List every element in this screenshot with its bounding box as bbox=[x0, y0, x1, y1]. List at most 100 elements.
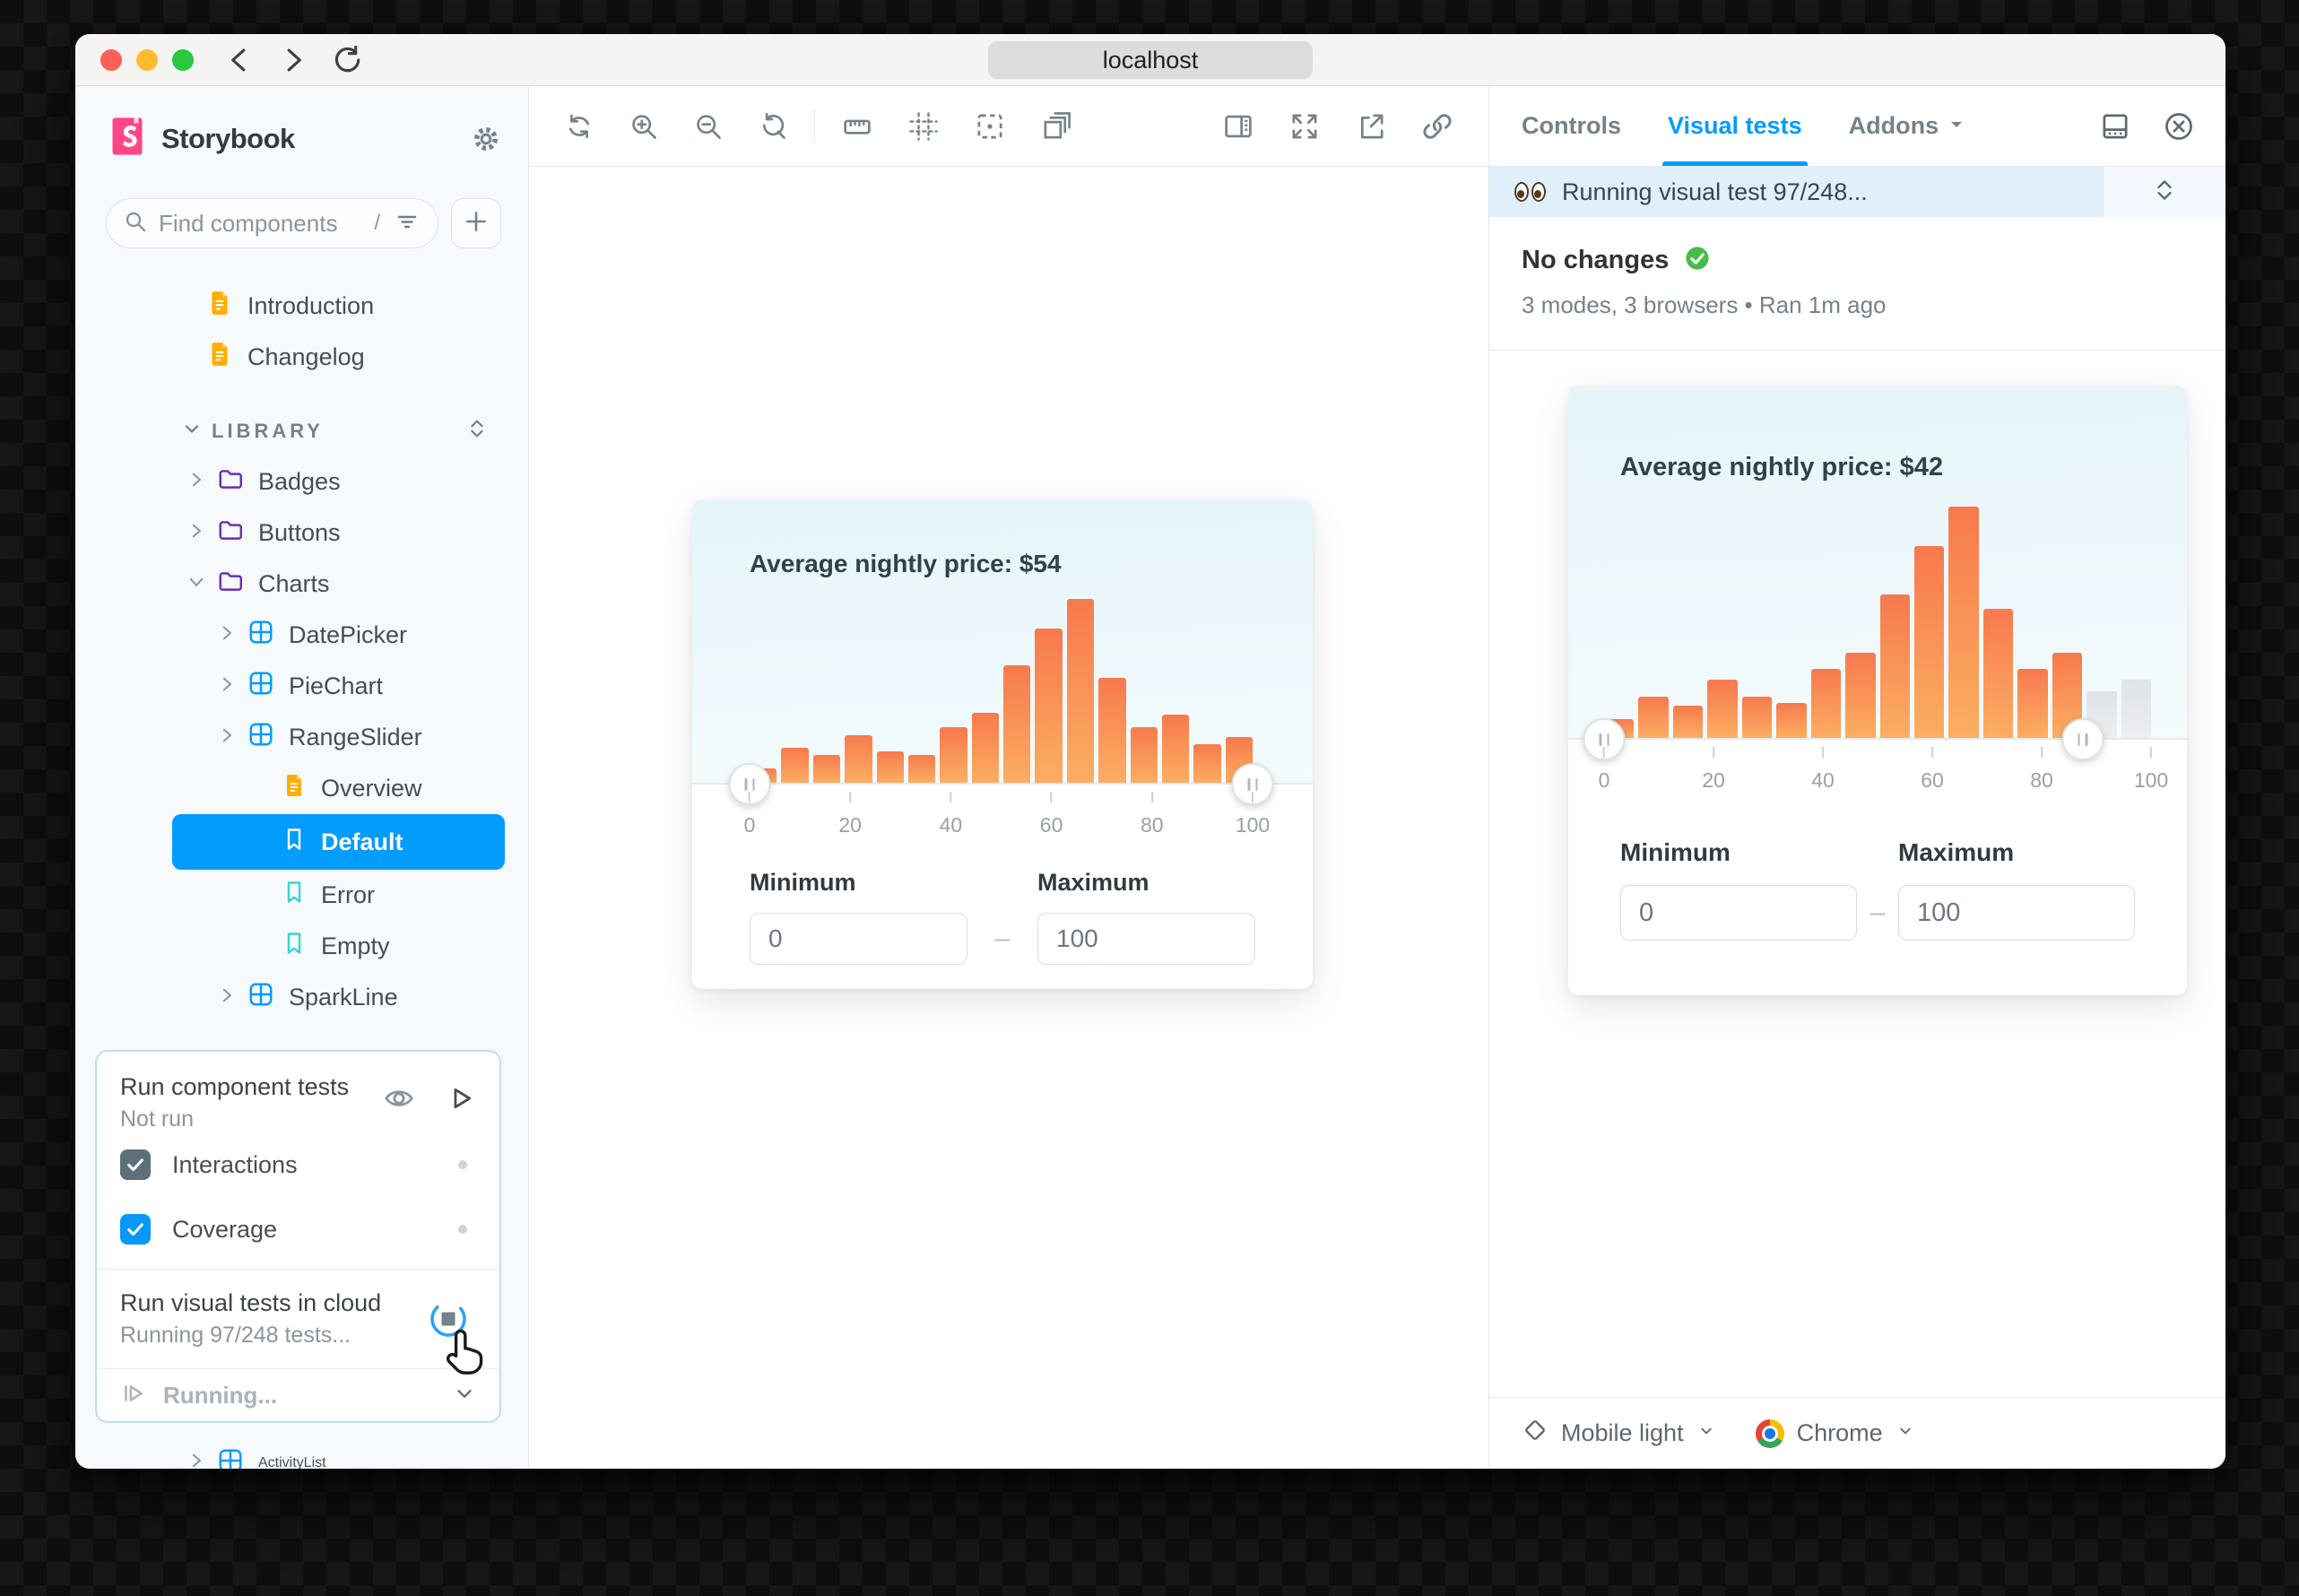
interactions-checkbox[interactable] bbox=[120, 1149, 151, 1180]
component-icon bbox=[247, 721, 274, 754]
histogram-bar bbox=[1066, 599, 1095, 783]
maximum-input[interactable]: 100 bbox=[1898, 885, 2135, 941]
sidebar-item-introduction[interactable]: Introduction bbox=[75, 281, 528, 332]
copy-link-icon[interactable] bbox=[1422, 111, 1453, 142]
zoom-out-icon[interactable] bbox=[694, 112, 723, 141]
panel-position-icon[interactable] bbox=[2100, 111, 2130, 142]
sidebar-item-datepicker[interactable]: DatePicker bbox=[75, 610, 528, 661]
sidebar-item-rangeslider[interactable]: RangeSlider bbox=[75, 712, 528, 763]
collapse-all-icon[interactable] bbox=[465, 415, 528, 448]
sidebar-item-label: PieChart bbox=[289, 672, 384, 699]
sidebar-item-sparkline[interactable]: SparkLine bbox=[75, 972, 528, 1023]
axis-tick: 20 bbox=[838, 792, 862, 837]
browser-label: Chrome bbox=[1796, 1419, 1883, 1446]
histogram-bar bbox=[1845, 653, 1876, 738]
histogram-bar bbox=[1879, 594, 1910, 738]
sidebar-toggle-icon[interactable] bbox=[1223, 111, 1254, 142]
forward-icon[interactable] bbox=[278, 45, 308, 75]
chart-title: Average nightly price: $54 bbox=[750, 550, 1062, 577]
tab-controls[interactable]: Controls bbox=[1522, 112, 1621, 139]
storybook-logo-icon bbox=[108, 117, 147, 160]
tab-addons[interactable]: Addons bbox=[1849, 86, 1966, 166]
test-progress-row[interactable]: Running... bbox=[97, 1369, 499, 1421]
test-selector[interactable] bbox=[2103, 167, 2225, 217]
sidebar-item-badges[interactable]: Badges bbox=[75, 456, 528, 507]
chevron-right-icon bbox=[187, 519, 206, 547]
fullscreen-icon[interactable] bbox=[1289, 111, 1320, 142]
chevron-down-icon bbox=[187, 570, 206, 598]
sidebar-item-label: Error bbox=[321, 881, 375, 908]
reload-icon[interactable] bbox=[332, 45, 362, 75]
url-bar[interactable]: localhost bbox=[988, 41, 1313, 79]
traffic-lights bbox=[100, 48, 194, 71]
gear-icon[interactable] bbox=[471, 124, 501, 154]
sidebar-item-default-selected[interactable]: Default bbox=[172, 814, 505, 870]
mode-select[interactable]: Mobile light bbox=[1522, 1417, 1716, 1450]
minimum-input[interactable]: 0 bbox=[750, 913, 967, 965]
sidebar-item-charts[interactable]: Charts bbox=[75, 559, 528, 610]
coverage-checkbox[interactable] bbox=[120, 1214, 151, 1245]
histogram-bar bbox=[971, 713, 999, 783]
histogram-bar bbox=[1672, 706, 1704, 738]
histogram-bar bbox=[845, 735, 872, 783]
browser-titlebar: localhost bbox=[75, 34, 2225, 86]
measure-icon[interactable] bbox=[842, 111, 872, 142]
coverage-check-row[interactable]: Coverage bbox=[120, 1197, 476, 1262]
histogram-bar bbox=[1913, 546, 1945, 738]
outline-icon[interactable] bbox=[975, 111, 1005, 142]
maximum-label: Maximum bbox=[1037, 869, 1150, 896]
sidebar-item-label: Empty bbox=[321, 932, 390, 959]
filter-icon[interactable] bbox=[395, 209, 420, 239]
interactions-check-row[interactable]: Interactions bbox=[120, 1132, 476, 1197]
browser-select[interactable]: Chrome bbox=[1755, 1418, 1915, 1448]
chevron-down-icon bbox=[1896, 1419, 1915, 1447]
document-icon bbox=[206, 341, 233, 374]
sidebar-item-buttons[interactable]: Buttons bbox=[75, 507, 528, 559]
maximum-input[interactable]: 100 bbox=[1037, 913, 1255, 965]
close-panel-icon[interactable] bbox=[2163, 110, 2195, 143]
sidebar-item-error[interactable]: Error bbox=[75, 870, 528, 921]
histogram-bar bbox=[1130, 727, 1158, 783]
run-tests-play-icon[interactable] bbox=[446, 1083, 476, 1118]
zoom-in-icon[interactable] bbox=[629, 112, 658, 141]
component-icon bbox=[247, 619, 274, 652]
sidebar-item-activitylist[interactable]: ActivityList bbox=[75, 1437, 528, 1469]
chevron-down-icon bbox=[181, 418, 203, 446]
histogram-bar bbox=[876, 751, 904, 783]
slider-handle[interactable] bbox=[2061, 718, 2104, 760]
tab-visual-tests[interactable]: Visual tests bbox=[1662, 86, 1808, 166]
close-window-button[interactable] bbox=[100, 48, 122, 71]
search-shortcut: / bbox=[374, 211, 380, 235]
sidebar-item-overview[interactable]: Overview bbox=[75, 763, 528, 814]
histogram-bar bbox=[1638, 697, 1669, 738]
create-story-button[interactable] bbox=[451, 198, 501, 248]
axis-tick: 100 bbox=[1236, 792, 1270, 837]
search-input[interactable]: Find components / bbox=[106, 198, 438, 248]
chart-title: Average nightly price: $42 bbox=[1620, 453, 1943, 481]
slider-axis: 0 20 40 60 80 100 bbox=[744, 792, 1270, 849]
sidebar-item-empty[interactable]: Empty bbox=[75, 921, 528, 972]
minimum-label: Minimum bbox=[750, 869, 856, 896]
stop-visual-tests-button[interactable] bbox=[422, 1293, 483, 1375]
active-tab-underline bbox=[1662, 161, 1808, 166]
minimum-input[interactable]: 0 bbox=[1620, 885, 1857, 941]
canvas: Average nightly price: $54 0 20 40 60 80 100 … bbox=[529, 86, 1488, 1469]
zoom-window-button[interactable] bbox=[172, 48, 194, 71]
open-in-new-tab-icon[interactable] bbox=[1356, 111, 1386, 142]
zoom-reset-icon[interactable] bbox=[759, 112, 787, 141]
library-section-header[interactable]: LIBRARY bbox=[75, 406, 528, 456]
remount-icon[interactable] bbox=[565, 112, 594, 141]
watch-mode-eye-icon[interactable] bbox=[383, 1082, 415, 1119]
sidebar-item-changelog[interactable]: Changelog bbox=[75, 332, 528, 383]
sidebar: Storybook Find components / bbox=[75, 86, 529, 1469]
back-icon[interactable] bbox=[224, 45, 255, 75]
chevron-down-icon[interactable] bbox=[453, 1382, 476, 1410]
minimize-window-button[interactable] bbox=[136, 48, 158, 71]
histogram-bar bbox=[1982, 609, 2014, 738]
histogram-bar bbox=[907, 755, 936, 783]
sidebar-item-piechart[interactable]: PieChart bbox=[75, 661, 528, 712]
axis-tick: 20 bbox=[1702, 747, 1725, 793]
grid-icon[interactable] bbox=[908, 111, 939, 142]
histogram-bar bbox=[1098, 678, 1126, 783]
backgrounds-icon[interactable] bbox=[1041, 111, 1071, 142]
